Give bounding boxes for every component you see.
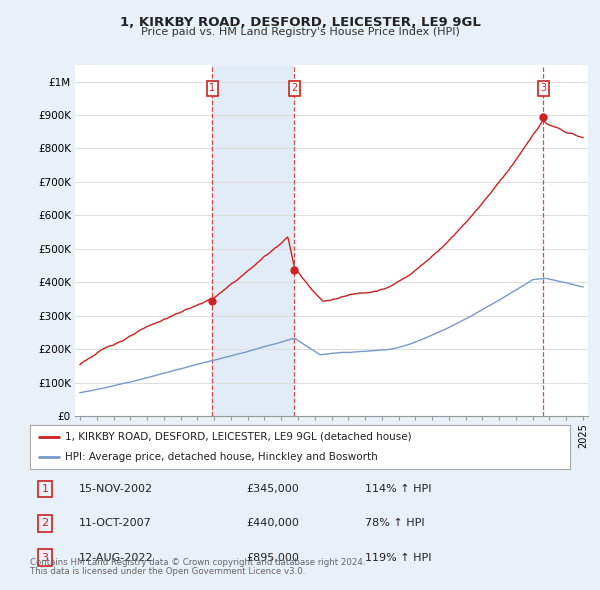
Text: 1, KIRKBY ROAD, DESFORD, LEICESTER, LE9 9GL (detached house): 1, KIRKBY ROAD, DESFORD, LEICESTER, LE9 … [65,432,412,442]
Text: 1: 1 [41,484,49,494]
Text: 114% ↑ HPI: 114% ↑ HPI [365,484,431,494]
Text: 2: 2 [41,519,49,528]
Bar [212,65,294,416]
Text: HPI: Average price, detached house, Hinckley and Bosworth: HPI: Average price, detached house, Hinc… [65,452,378,462]
Text: £440,000: £440,000 [246,519,299,528]
Text: 3: 3 [540,83,546,93]
Text: 78% ↑ HPI: 78% ↑ HPI [365,519,424,528]
Text: 12-AUG-2022: 12-AUG-2022 [79,553,153,562]
Text: 1: 1 [209,83,215,93]
Text: £345,000: £345,000 [246,484,299,494]
Text: 3: 3 [41,553,49,562]
Text: This data is licensed under the Open Government Licence v3.0.: This data is licensed under the Open Gov… [30,567,305,576]
Text: 2: 2 [291,83,298,93]
Text: Price paid vs. HM Land Registry's House Price Index (HPI): Price paid vs. HM Land Registry's House … [140,27,460,37]
Text: 11-OCT-2007: 11-OCT-2007 [79,519,151,528]
Text: 15-NOV-2002: 15-NOV-2002 [79,484,153,494]
Text: Contains HM Land Registry data © Crown copyright and database right 2024.: Contains HM Land Registry data © Crown c… [30,558,365,567]
Text: 1, KIRKBY ROAD, DESFORD, LEICESTER, LE9 9GL: 1, KIRKBY ROAD, DESFORD, LEICESTER, LE9 … [119,16,481,29]
Text: £895,000: £895,000 [246,553,299,562]
Text: 119% ↑ HPI: 119% ↑ HPI [365,553,431,562]
